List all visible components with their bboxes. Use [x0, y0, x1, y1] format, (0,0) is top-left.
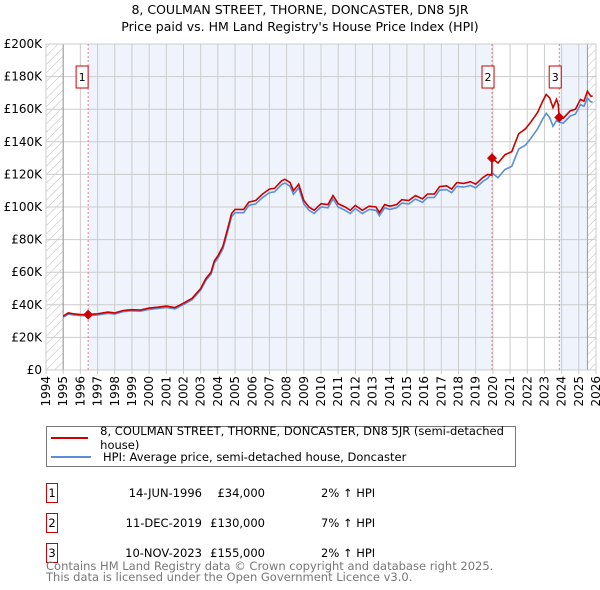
legend-item-property: 8, COULMAN STREET, THORNE, DONCASTER, DN… [51, 424, 515, 452]
x-tick-label: 2002 [177, 376, 191, 407]
x-tick-label: 2019 [469, 376, 483, 407]
sale-label-box [548, 65, 562, 89]
y-tick-label: £20K [11, 330, 43, 344]
chart-title: 8, COULMAN STREET, THORNE, DONCASTER, DN… [131, 2, 468, 17]
y-tick-label: £180K [4, 70, 44, 84]
sale-point [554, 112, 565, 123]
legend-red-line-icon [51, 437, 89, 439]
y-tick-label: £40K [11, 298, 43, 312]
sale-marker-badge: 3 [46, 543, 58, 563]
legend-label-hpi: HPI: Average price, semi-detached house,… [103, 450, 407, 464]
sale-label-number: 1 [79, 71, 86, 84]
x-tick-label: 2016 [417, 376, 431, 407]
x-tick-label: 1999 [125, 376, 139, 407]
sale-price: £155,000 [210, 546, 265, 560]
sale-label-box [75, 65, 89, 89]
sale-marker-badge: 2 [46, 513, 58, 533]
sale-point [83, 309, 94, 320]
sale-hpi-diff: 7% ↑ HPI [321, 516, 376, 530]
x-tick-label: 2015 [400, 376, 414, 407]
x-tick-label: 2005 [228, 376, 242, 407]
hpi-series-line [62, 96, 593, 318]
footer-licence: This data is licensed under the Open Gov… [46, 570, 413, 584]
x-tick-label: 2024 [555, 376, 569, 407]
y-tick-label: £120K [4, 167, 44, 181]
x-tick-label: 1996 [73, 376, 87, 407]
sale-price: £130,000 [210, 516, 265, 530]
x-tick-label: 2023 [537, 376, 551, 407]
sale-point [487, 153, 498, 164]
x-tick-label: 2008 [280, 376, 294, 407]
sale-date: 11-DEC-2019 [125, 516, 202, 530]
sale-date: 14-JUN-1996 [128, 486, 202, 500]
sale-date: 10-NOV-2023 [125, 546, 202, 560]
x-tick-label: 2013 [366, 376, 380, 407]
x-tick-label: 2004 [211, 376, 225, 407]
sale-label-number: 2 [485, 71, 492, 84]
sale-hpi-diff: 2% ↑ HPI [321, 546, 376, 560]
x-tick-label: 2026 [589, 376, 600, 407]
x-tick-label: 2014 [383, 376, 397, 407]
property-series-line [62, 89, 593, 317]
y-tick-label: £160K [4, 102, 44, 116]
x-tick-label: 2020 [486, 376, 500, 407]
legend-item-hpi: HPI: Average price, semi-detached house,… [51, 449, 406, 465]
sale-row-2: 2 11-DEC-2019 £130,000 7% ↑ HPI [46, 513, 546, 533]
x-tick-label: 1994 [39, 376, 53, 407]
x-tick-label: 1998 [108, 376, 122, 407]
x-tick-label: 2007 [262, 376, 276, 407]
x-tick-label: 2000 [142, 376, 156, 407]
legend-blue-line-icon [51, 456, 91, 458]
x-tick-label: 2012 [348, 376, 362, 407]
footer-copyright: Contains HM Land Registry data © Crown c… [46, 559, 494, 573]
x-tick-label: 2003 [194, 376, 208, 407]
x-tick-label: 2001 [159, 376, 173, 407]
sale-label-number: 3 [552, 71, 559, 84]
y-tick-label: £100K [4, 200, 44, 214]
x-tick-label: 2006 [245, 376, 259, 407]
sale-price: £34,000 [217, 486, 265, 500]
legend: 8, COULMAN STREET, THORNE, DONCASTER, DN… [46, 424, 516, 467]
x-tick-label: 2011 [331, 376, 345, 407]
x-tick-label: 1995 [56, 376, 70, 407]
sale-marker-badge: 1 [46, 483, 58, 503]
x-tick-label: 2022 [520, 376, 534, 407]
x-tick-label: 2009 [297, 376, 311, 407]
plot-border [45, 43, 597, 371]
x-tick-label: 1997 [91, 376, 105, 407]
chart-subtitle: Price paid vs. HM Land Registry's House … [121, 19, 478, 34]
x-tick-label: 2010 [314, 376, 328, 407]
x-tick-label: 2025 [572, 376, 586, 407]
y-tick-label: £80K [11, 233, 43, 247]
y-tick-label: £200K [4, 37, 44, 51]
x-tick-label: 2021 [503, 376, 517, 407]
y-tick-label: £60K [11, 265, 43, 279]
y-tick-label: £140K [4, 135, 44, 149]
y-tick-label: £0 [27, 363, 42, 377]
x-tick-label: 2017 [434, 376, 448, 407]
sale-hpi-diff: 2% ↑ HPI [321, 486, 376, 500]
x-tick-label: 2018 [452, 376, 466, 407]
legend-label-property: 8, COULMAN STREET, THORNE, DONCASTER, DN… [100, 424, 504, 452]
sale-row-1: 1 14-JUN-1996 £34,000 2% ↑ HPI [46, 483, 546, 503]
sale-row-3: 3 10-NOV-2023 £155,000 2% ↑ HPI [46, 543, 546, 563]
sale-label-box [481, 65, 495, 89]
price-chart: 8, COULMAN STREET, THORNE, DONCASTER, DN… [4, 2, 600, 407]
